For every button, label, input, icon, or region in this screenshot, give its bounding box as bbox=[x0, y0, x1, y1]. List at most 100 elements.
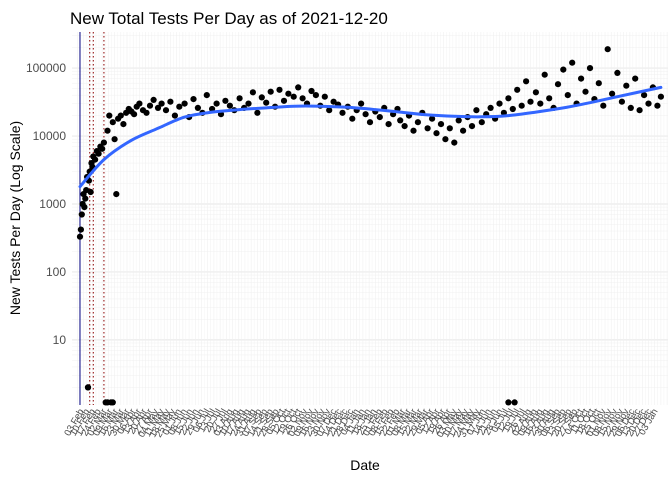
data-point bbox=[321, 93, 328, 100]
data-point bbox=[330, 98, 337, 105]
data-point bbox=[78, 211, 85, 218]
data-point bbox=[657, 93, 665, 100]
data-point bbox=[554, 81, 562, 88]
data-point bbox=[514, 86, 521, 93]
data-point bbox=[312, 92, 319, 99]
data-point bbox=[299, 95, 306, 102]
y-tick-label: 10 bbox=[53, 333, 67, 347]
data-point bbox=[414, 119, 421, 126]
data-point bbox=[641, 92, 648, 99]
data-point bbox=[442, 136, 449, 143]
data-point bbox=[424, 125, 431, 132]
data-point bbox=[595, 80, 602, 87]
data-point bbox=[117, 112, 124, 119]
data-point bbox=[366, 119, 374, 126]
data-point bbox=[560, 66, 567, 73]
data-point bbox=[104, 399, 111, 406]
data-point bbox=[276, 86, 283, 93]
data-point bbox=[176, 103, 183, 110]
y-tick-label: 100 bbox=[46, 265, 66, 279]
data-point bbox=[527, 98, 534, 105]
data-point bbox=[92, 156, 99, 163]
data-point bbox=[636, 107, 643, 114]
data-point bbox=[376, 114, 383, 121]
smooth-line bbox=[78, 85, 663, 189]
data-point bbox=[171, 112, 178, 119]
y-tick-label: 1000 bbox=[39, 197, 66, 211]
data-point bbox=[245, 100, 252, 107]
data-point bbox=[143, 109, 150, 116]
data-point bbox=[181, 100, 188, 107]
data-point bbox=[95, 150, 102, 157]
data-point bbox=[569, 59, 576, 66]
data-point bbox=[362, 111, 369, 118]
data-point bbox=[76, 233, 84, 240]
data-point bbox=[81, 204, 88, 211]
y-tick-label: 10000 bbox=[33, 129, 67, 143]
data-point bbox=[263, 99, 270, 106]
data-point bbox=[82, 195, 89, 202]
data-point bbox=[586, 65, 594, 72]
data-point bbox=[468, 123, 476, 130]
data-point bbox=[401, 123, 408, 130]
data-point bbox=[104, 127, 111, 134]
data-point bbox=[290, 93, 297, 100]
data-point bbox=[267, 88, 274, 95]
data-point bbox=[77, 226, 84, 233]
data-point bbox=[136, 100, 143, 107]
data-point bbox=[446, 125, 453, 132]
data-point bbox=[308, 87, 315, 95]
data-point bbox=[623, 82, 630, 89]
data-point bbox=[460, 127, 467, 134]
data-point bbox=[487, 104, 494, 111]
data-point bbox=[84, 384, 92, 391]
data-point bbox=[87, 188, 94, 196]
data-point bbox=[582, 88, 589, 95]
data-point bbox=[213, 100, 220, 107]
data-point bbox=[190, 96, 197, 103]
data-point bbox=[537, 100, 544, 107]
data-point bbox=[600, 102, 607, 109]
data-point bbox=[532, 89, 540, 96]
y-axis-title: New Tests Per Day (Log Scale) bbox=[7, 121, 23, 315]
data-point bbox=[326, 107, 333, 114]
y-axis-ticks: 10 100 1000 10000 100000 bbox=[26, 61, 66, 347]
data-point bbox=[564, 92, 571, 99]
data-point bbox=[509, 105, 516, 113]
data-point bbox=[99, 145, 106, 152]
data-point bbox=[451, 139, 458, 146]
data-point bbox=[614, 69, 621, 76]
vertical-lines bbox=[79, 32, 105, 405]
data-point bbox=[609, 90, 616, 97]
data-point bbox=[397, 117, 404, 124]
data-point bbox=[632, 75, 639, 82]
data-point bbox=[349, 115, 356, 122]
chart-title: New Total Tests Per Day as of 2021-12-20 bbox=[70, 9, 388, 28]
data-point bbox=[505, 95, 512, 102]
data-point bbox=[358, 100, 365, 107]
data-point bbox=[154, 104, 162, 111]
data-point bbox=[146, 102, 154, 109]
data-point bbox=[645, 100, 652, 107]
data-points bbox=[76, 46, 665, 406]
data-point bbox=[100, 139, 107, 146]
data-point bbox=[654, 102, 661, 109]
data-point bbox=[437, 121, 445, 128]
data-point bbox=[150, 96, 157, 103]
data-point bbox=[496, 100, 503, 107]
data-point bbox=[106, 112, 113, 119]
data-point bbox=[236, 95, 243, 102]
data-point bbox=[433, 130, 440, 137]
data-point bbox=[604, 46, 611, 53]
data-point bbox=[541, 71, 548, 78]
data-point bbox=[109, 399, 116, 406]
data-point bbox=[578, 75, 585, 82]
data-point bbox=[410, 127, 417, 134]
y-tick-label: 100000 bbox=[26, 61, 66, 75]
data-point bbox=[120, 121, 127, 128]
data-point bbox=[113, 191, 120, 198]
data-point bbox=[222, 97, 229, 104]
data-point bbox=[523, 78, 530, 85]
data-point bbox=[203, 92, 210, 99]
